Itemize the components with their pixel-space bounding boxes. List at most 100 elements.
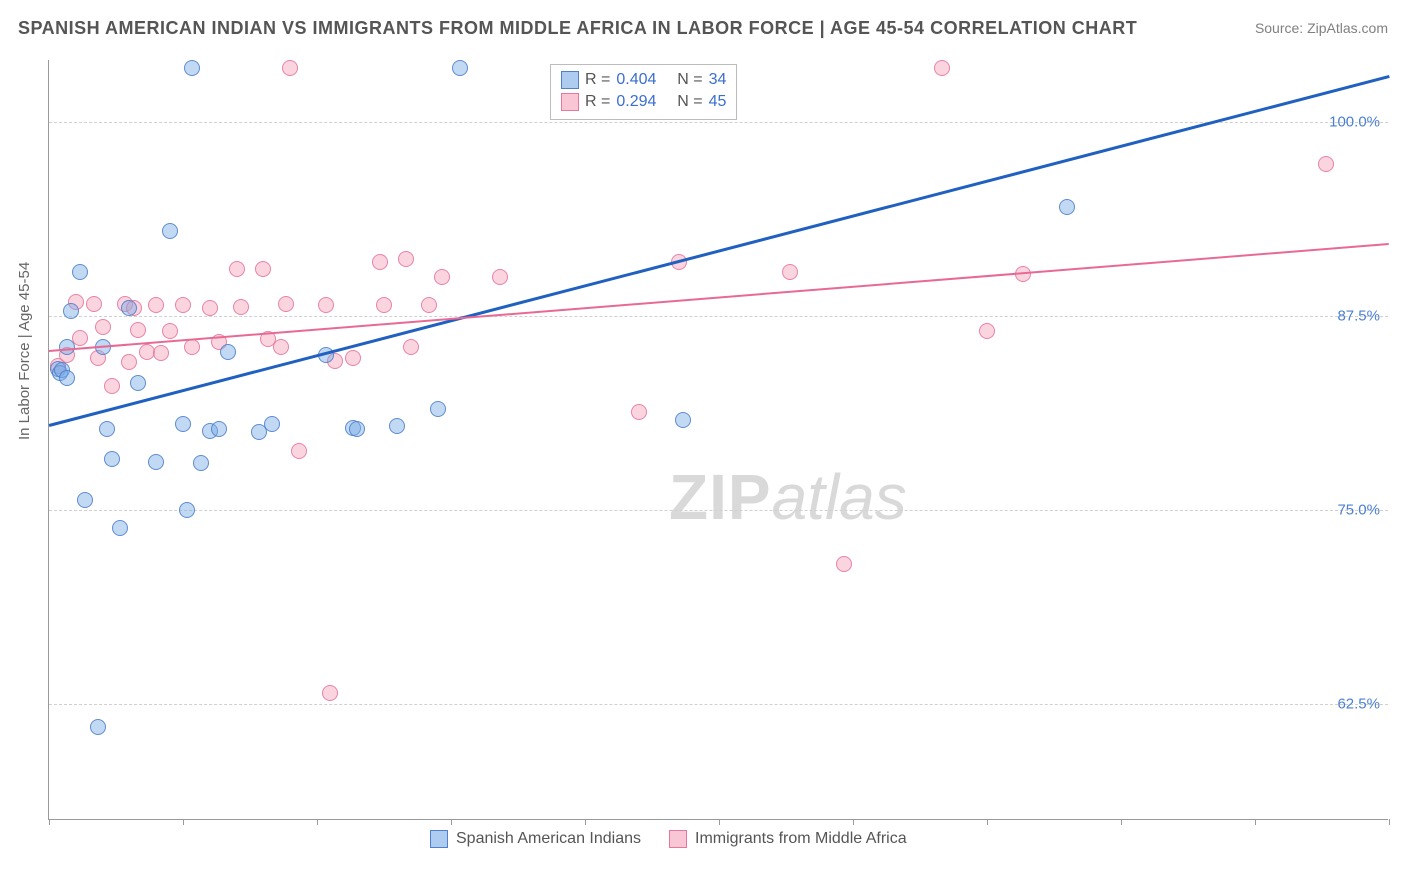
- y-tick-label: 100.0%: [1329, 114, 1380, 131]
- data-point-pink: [631, 404, 647, 420]
- data-point-pink: [421, 297, 437, 313]
- data-point-blue: [389, 418, 405, 434]
- data-point-pink: [291, 443, 307, 459]
- data-point-pink: [278, 296, 294, 312]
- data-point-pink: [979, 323, 995, 339]
- data-point-blue: [675, 412, 691, 428]
- r-label: R =: [585, 91, 610, 113]
- y-tick-label: 87.5%: [1337, 307, 1380, 324]
- data-point-blue: [452, 60, 468, 76]
- data-point-pink: [345, 350, 361, 366]
- x-tick: [719, 819, 720, 825]
- gridline: [49, 510, 1388, 511]
- x-tick: [1389, 819, 1390, 825]
- r-value-pink: 0.294: [616, 91, 656, 113]
- x-tick: [1121, 819, 1122, 825]
- data-point-pink: [398, 251, 414, 267]
- data-point-blue: [220, 344, 236, 360]
- data-point-pink: [184, 339, 200, 355]
- legend-item-pink: Immigrants from Middle Africa: [669, 830, 907, 848]
- data-point-pink: [403, 339, 419, 355]
- data-point-blue: [162, 223, 178, 239]
- correlation-legend: R = 0.404 N = 34 R = 0.294 N = 45: [550, 64, 737, 120]
- data-point-blue: [193, 455, 209, 471]
- data-point-pink: [175, 297, 191, 313]
- legend-label-blue: Spanish American Indians: [456, 830, 641, 848]
- n-value-blue: 34: [709, 69, 727, 91]
- series-legend: Spanish American Indians Immigrants from…: [430, 830, 907, 848]
- swatch-pink-icon: [561, 93, 579, 111]
- chart-title: SPANISH AMERICAN INDIAN VS IMMIGRANTS FR…: [18, 18, 1137, 39]
- legend-row-blue: R = 0.404 N = 34: [561, 69, 726, 91]
- data-point-pink: [233, 299, 249, 315]
- data-point-pink: [255, 261, 271, 277]
- data-point-blue: [59, 370, 75, 386]
- y-axis-title: In Labor Force | Age 45-54: [16, 262, 33, 440]
- data-point-pink: [492, 269, 508, 285]
- gridline: [49, 316, 1388, 317]
- data-point-blue: [184, 60, 200, 76]
- data-point-blue: [130, 375, 146, 391]
- data-point-pink: [202, 300, 218, 316]
- data-point-blue: [99, 421, 115, 437]
- data-point-blue: [77, 492, 93, 508]
- data-point-pink: [934, 60, 950, 76]
- trend-line-pink: [49, 243, 1389, 352]
- data-point-pink: [782, 264, 798, 280]
- data-point-blue: [430, 401, 446, 417]
- watermark: ZIPatlas: [669, 460, 907, 534]
- gridline: [49, 704, 1388, 705]
- data-point-pink: [229, 261, 245, 277]
- r-value-blue: 0.404: [616, 69, 656, 91]
- data-point-blue: [59, 339, 75, 355]
- data-point-blue: [148, 454, 164, 470]
- data-point-pink: [273, 339, 289, 355]
- data-point-blue: [90, 719, 106, 735]
- data-point-pink: [148, 297, 164, 313]
- n-label: N =: [677, 91, 702, 113]
- data-point-pink: [282, 60, 298, 76]
- data-point-blue: [112, 520, 128, 536]
- data-point-pink: [72, 330, 88, 346]
- data-point-pink: [318, 297, 334, 313]
- data-point-blue: [121, 300, 137, 316]
- data-point-blue: [179, 502, 195, 518]
- x-tick: [183, 819, 184, 825]
- legend-row-pink: R = 0.294 N = 45: [561, 91, 726, 113]
- data-point-blue: [1059, 199, 1075, 215]
- swatch-blue-icon: [430, 830, 448, 848]
- y-tick-label: 62.5%: [1337, 695, 1380, 712]
- data-point-pink: [86, 296, 102, 312]
- data-point-pink: [376, 297, 392, 313]
- legend-label-pink: Immigrants from Middle Africa: [695, 830, 907, 848]
- data-point-blue: [72, 264, 88, 280]
- n-label: N =: [677, 69, 702, 91]
- watermark-atlas: atlas: [772, 461, 907, 533]
- data-point-pink: [434, 269, 450, 285]
- data-point-pink: [121, 354, 137, 370]
- data-point-pink: [130, 322, 146, 338]
- data-point-pink: [104, 378, 120, 394]
- trend-line-blue: [49, 76, 1390, 427]
- data-point-pink: [836, 556, 852, 572]
- gridline: [49, 122, 1388, 123]
- scatter-plot: ZIPatlas 62.5%75.0%87.5%100.0%: [48, 60, 1388, 820]
- source-label: Source: ZipAtlas.com: [1255, 20, 1388, 36]
- watermark-zip: ZIP: [669, 461, 772, 533]
- x-tick: [853, 819, 854, 825]
- data-point-pink: [1318, 156, 1334, 172]
- data-point-blue: [211, 421, 227, 437]
- data-point-pink: [153, 345, 169, 361]
- swatch-blue-icon: [561, 71, 579, 89]
- data-point-blue: [63, 303, 79, 319]
- data-point-pink: [372, 254, 388, 270]
- data-point-pink: [162, 323, 178, 339]
- swatch-pink-icon: [669, 830, 687, 848]
- data-point-blue: [264, 416, 280, 432]
- n-value-pink: 45: [709, 91, 727, 113]
- x-tick: [585, 819, 586, 825]
- data-point-pink: [95, 319, 111, 335]
- x-tick: [49, 819, 50, 825]
- x-tick: [987, 819, 988, 825]
- x-tick: [451, 819, 452, 825]
